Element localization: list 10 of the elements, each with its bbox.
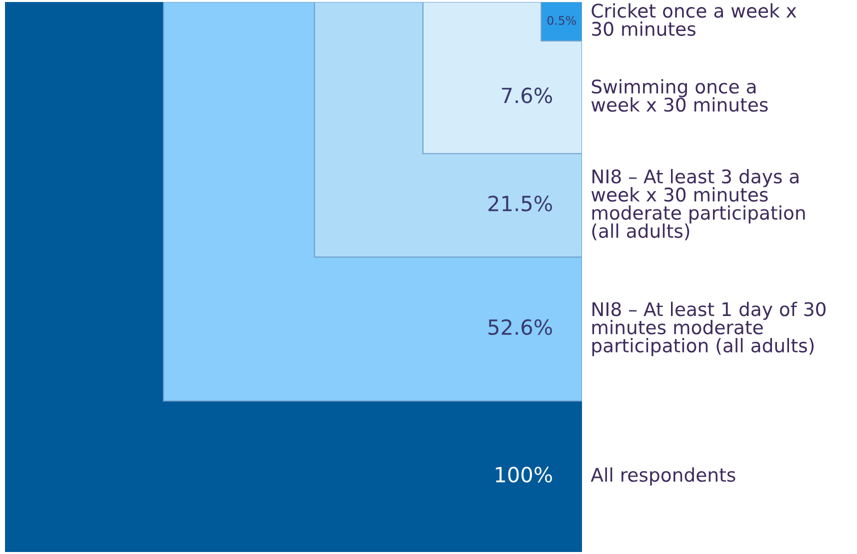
category-label: NI8 – At least 3 days a week x 30 minutes moderate participation (all adults): [591, 169, 805, 240]
data-label: 52.6%: [488, 319, 552, 336]
data-label: 0.5%: [547, 16, 576, 25]
data-label: 7.6%: [502, 88, 552, 104]
data-label: 21.5%: [488, 196, 552, 212]
category-label: Swimming once a week x 30 minutes: [591, 79, 768, 112]
category-label: All respondents: [590, 467, 736, 486]
data-label: 100%: [496, 466, 552, 482]
category-label: Cricket once a week x 30 minutes: [592, 3, 796, 36]
category-label: NI8 – At least 1 day of 30 minutes moderate participation (all adults): [592, 302, 826, 356]
